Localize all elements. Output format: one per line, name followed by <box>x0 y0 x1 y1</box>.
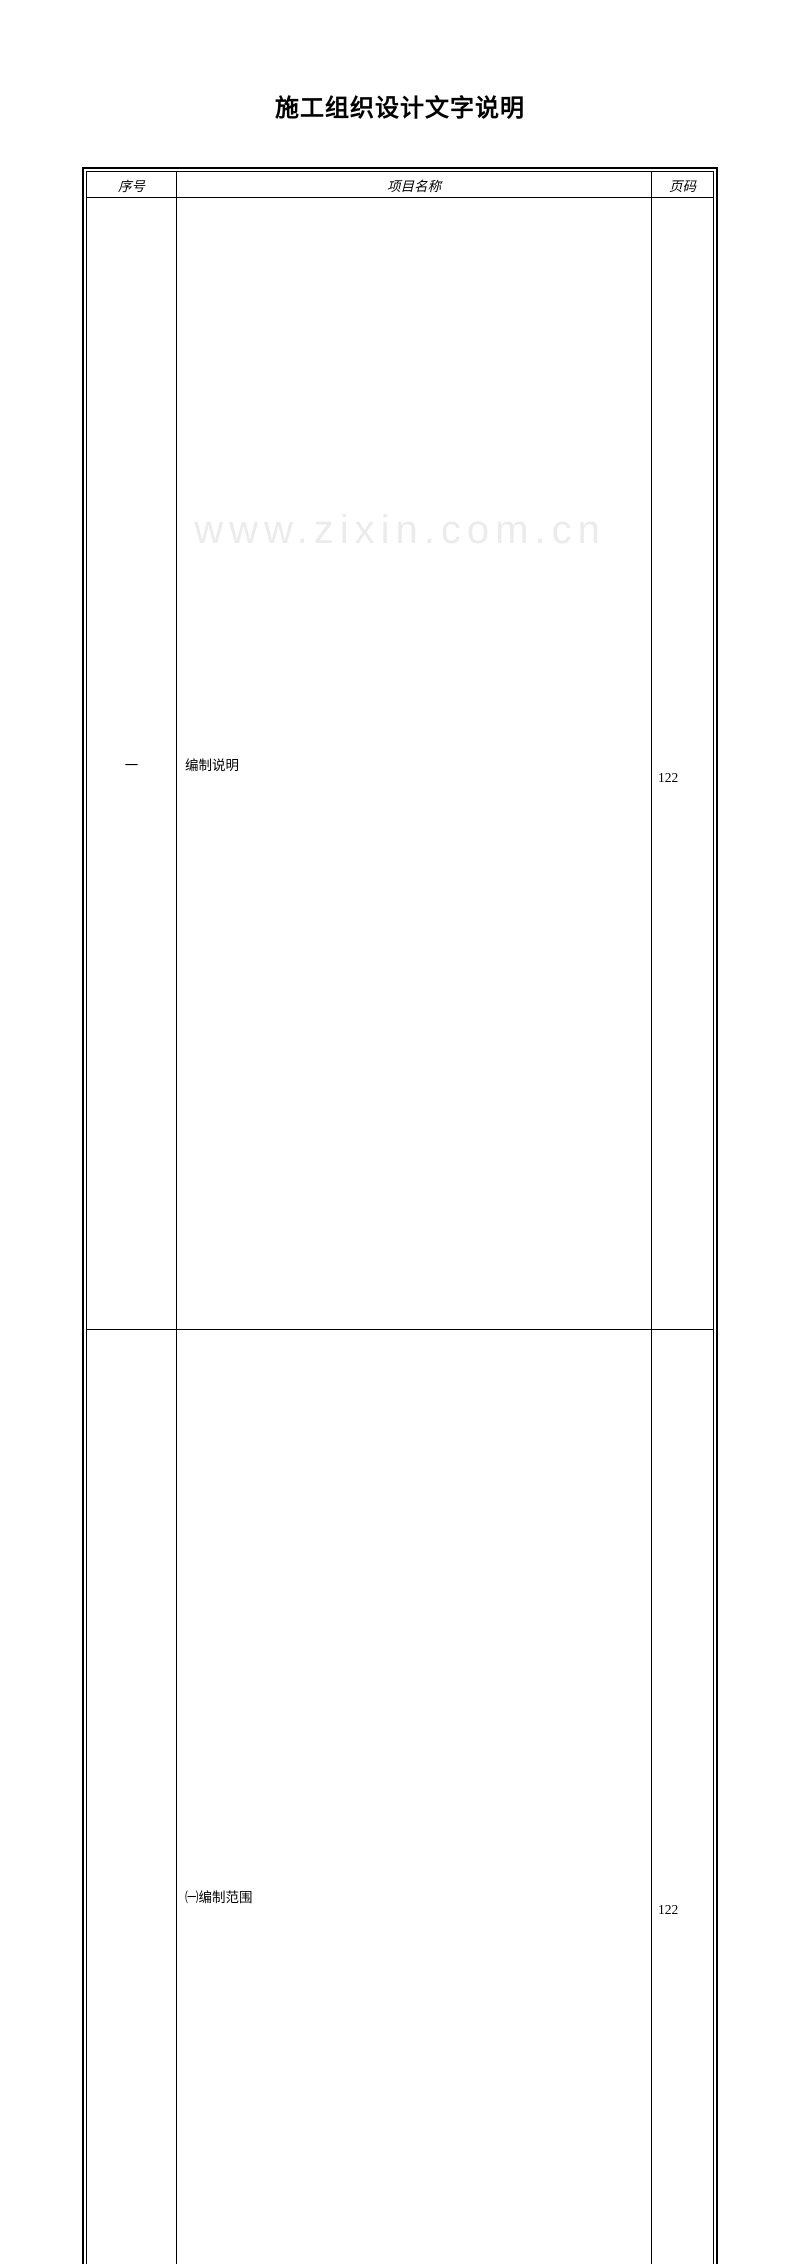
document-page: 施工组织设计文字说明 www.zixin.com.cn 序号 项目名称 页码 一… <box>0 0 800 1132</box>
table-header-row: 序号 项目名称 页码 <box>87 172 714 198</box>
table-row: ㈠编制范围122 <box>87 1330 714 2264</box>
table-outer-border: 序号 项目名称 页码 一编制说明122㈠编制范围122㈡编制依据122㈢编制原则… <box>82 167 718 2264</box>
table-body: 一编制说明122㈠编制范围122㈡编制依据122㈢编制原则122二工程概况122… <box>87 198 714 2264</box>
toc-table: 序号 项目名称 页码 一编制说明122㈠编制范围122㈡编制依据122㈢编制原则… <box>86 171 714 2264</box>
cell-page: 122 <box>652 1330 714 2264</box>
header-name: 项目名称 <box>177 172 652 198</box>
page-title: 施工组织设计文字说明 <box>82 88 718 123</box>
cell-seq <box>87 1330 177 2264</box>
cell-name: ㈠编制范围 <box>177 1330 652 2264</box>
header-page: 页码 <box>652 172 714 198</box>
cell-name: 编制说明 <box>177 198 652 1330</box>
cell-seq: 一 <box>87 198 177 1330</box>
cell-page: 122 <box>652 198 714 1330</box>
header-seq: 序号 <box>87 172 177 198</box>
table-row: 一编制说明122 <box>87 198 714 1330</box>
